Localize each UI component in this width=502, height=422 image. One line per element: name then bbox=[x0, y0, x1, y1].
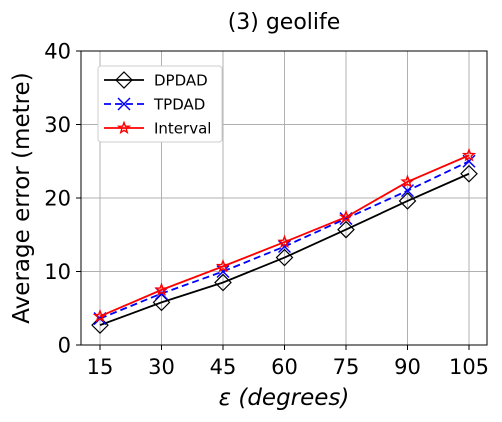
y-tick-label: 10 bbox=[44, 260, 71, 284]
series-dpdad bbox=[91, 164, 478, 335]
data-point-interval bbox=[461, 147, 477, 162]
data-point-interval bbox=[277, 234, 292, 249]
y-tick-label: 40 bbox=[44, 40, 71, 64]
x-tick-label: 60 bbox=[271, 355, 298, 379]
x-marker-stroke bbox=[462, 154, 476, 168]
data-point-interval bbox=[338, 209, 354, 224]
x-marker-stroke bbox=[216, 264, 230, 279]
y-tick-label: 20 bbox=[44, 187, 71, 211]
x-tick-label: 30 bbox=[148, 355, 175, 379]
y-tick-label: 0 bbox=[58, 334, 71, 358]
legend-box bbox=[97, 65, 223, 143]
series-line-dpdad bbox=[99, 172, 470, 326]
data-point-interval bbox=[215, 258, 231, 273]
x-axis-unit: (degrees) bbox=[231, 385, 349, 411]
data-point-dpdad bbox=[337, 220, 355, 239]
data-point-dpdad bbox=[398, 192, 417, 210]
x-tick-label: 90 bbox=[394, 355, 421, 379]
data-point-dpdad bbox=[460, 164, 478, 183]
x-tick-label: 45 bbox=[210, 355, 237, 379]
x-axis-title: ε (degrees) bbox=[219, 385, 350, 411]
y-tick-label: 30 bbox=[44, 113, 71, 137]
series-line-interval bbox=[99, 154, 470, 318]
legend-marker-dpdad bbox=[115, 71, 133, 89]
data-point-tpdad bbox=[277, 239, 292, 254]
x-axis-symbol: ε bbox=[219, 385, 231, 411]
data-point-dpdad bbox=[214, 273, 232, 292]
x-tick-label: 105 bbox=[449, 355, 489, 379]
data-point-interval bbox=[92, 308, 108, 323]
data-point-dpdad bbox=[275, 248, 294, 267]
data-point-dpdad bbox=[91, 316, 109, 335]
legend-label-interval: Interval bbox=[154, 120, 211, 138]
series-layer bbox=[91, 147, 478, 335]
x-tick-label: 15 bbox=[87, 355, 114, 379]
chart-title: (3) geolife bbox=[228, 10, 341, 35]
x-marker-stroke bbox=[277, 239, 292, 254]
axis-ticks: 15 30 45 60 75 90 105 0 10 20 30 40 bbox=[44, 40, 489, 380]
data-point-interval bbox=[400, 174, 415, 188]
legend: DPDAD TPDAD Interval bbox=[97, 65, 223, 143]
legend-marker-interval bbox=[116, 120, 132, 135]
x-marker-stroke bbox=[117, 97, 131, 111]
legend-marker-tpdad bbox=[117, 97, 131, 111]
data-point-interval bbox=[154, 282, 169, 296]
y-axis-title: Average error (metre) bbox=[9, 72, 35, 323]
legend-label-dpdad: DPDAD bbox=[154, 72, 208, 90]
legend-label-tpdad: TPDAD bbox=[153, 96, 205, 114]
series-interval bbox=[92, 147, 477, 323]
x-tick-label: 75 bbox=[333, 355, 360, 379]
